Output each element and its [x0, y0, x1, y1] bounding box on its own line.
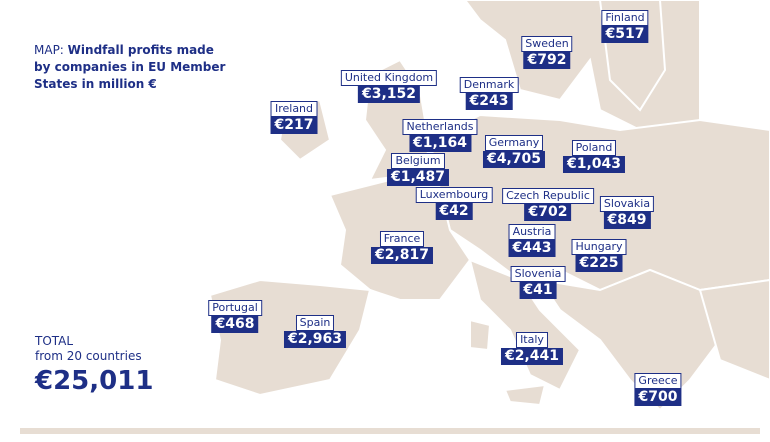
- country-label: Czech Republic €702: [502, 188, 594, 221]
- country-amount: €1,164: [408, 135, 472, 152]
- title-prefix: MAP:: [34, 43, 64, 57]
- country-amount: €2,817: [370, 247, 434, 264]
- country-name: Hungary: [571, 239, 627, 255]
- country-amount: €700: [634, 389, 682, 406]
- country-label: United Kingdom €3,152: [340, 70, 438, 103]
- country-label: Finland €517: [601, 10, 649, 43]
- country-name: Slovenia: [510, 266, 566, 282]
- country-amount: €42: [435, 203, 473, 220]
- country-name: Poland: [571, 140, 617, 156]
- title-box: MAP: Windfall profits made by companies …: [30, 40, 238, 95]
- country-name: Luxembourg: [415, 187, 493, 203]
- country-name: Portugal: [208, 300, 262, 316]
- country-label: Denmark €243: [459, 77, 519, 110]
- country-name: Austria: [508, 224, 556, 240]
- country-amount: €517: [601, 26, 649, 43]
- country-amount: €702: [524, 204, 572, 221]
- total-sub: from 20 countries: [35, 349, 142, 363]
- country-label: Sweden €792: [521, 36, 573, 69]
- country-label: Portugal €468: [208, 300, 262, 333]
- country-label: Luxembourg €42: [415, 187, 493, 220]
- country-name: Denmark: [459, 77, 519, 93]
- country-label: Netherlands €1,164: [402, 119, 478, 152]
- title: Windfall profits made by companies in EU…: [34, 43, 226, 91]
- country-name: Finland: [601, 10, 649, 26]
- country-name: Ireland: [270, 101, 318, 117]
- country-amount: €217: [270, 117, 318, 134]
- country-name: Greece: [634, 373, 682, 389]
- country-amount: €468: [211, 316, 259, 333]
- country-label: Ireland €217: [270, 101, 318, 134]
- country-label: Hungary €225: [571, 239, 627, 272]
- country-label: Austria €443: [508, 224, 556, 257]
- country-label: France €2,817: [370, 231, 434, 264]
- country-name: Germany: [484, 135, 544, 151]
- country-amount: €3,152: [357, 86, 421, 103]
- total-amount: €25,011: [35, 366, 154, 396]
- country-label: Slovakia €849: [599, 196, 655, 229]
- country-name: Slovakia: [599, 196, 655, 212]
- country-label: Italy €2,441: [500, 332, 564, 365]
- country-amount: €2,441: [500, 348, 564, 365]
- country-label: Spain €2,963: [283, 315, 347, 348]
- country-name: Belgium: [391, 153, 445, 169]
- country-name: Sweden: [521, 36, 573, 52]
- country-amount: €443: [508, 240, 556, 257]
- country-name: France: [379, 231, 425, 247]
- country-label: Slovenia €41: [510, 266, 566, 299]
- country-amount: €4,705: [482, 151, 546, 168]
- country-name: United Kingdom: [340, 70, 438, 86]
- country-amount: €243: [465, 93, 513, 110]
- total-label: TOTAL: [35, 334, 74, 348]
- country-name: Netherlands: [402, 119, 478, 135]
- country-name: Italy: [516, 332, 548, 348]
- country-label: Greece €700: [634, 373, 682, 406]
- country-name: Spain: [295, 315, 335, 331]
- country-amount: €849: [603, 212, 651, 229]
- country-amount: €41: [519, 282, 557, 299]
- country-amount: €1,487: [386, 169, 450, 186]
- country-amount: €792: [523, 52, 571, 69]
- country-amount: €1,043: [562, 156, 626, 173]
- total-box: TOTAL from 20 countries €25,011: [35, 334, 153, 398]
- country-label: Poland €1,043: [562, 140, 626, 173]
- country-amount: €2,963: [283, 331, 347, 348]
- country-amount: €225: [575, 255, 623, 272]
- bottom-band: [20, 428, 760, 434]
- country-label: Belgium €1,487: [386, 153, 450, 186]
- country-name: Czech Republic: [502, 188, 594, 204]
- country-label: Germany €4,705: [482, 135, 546, 168]
